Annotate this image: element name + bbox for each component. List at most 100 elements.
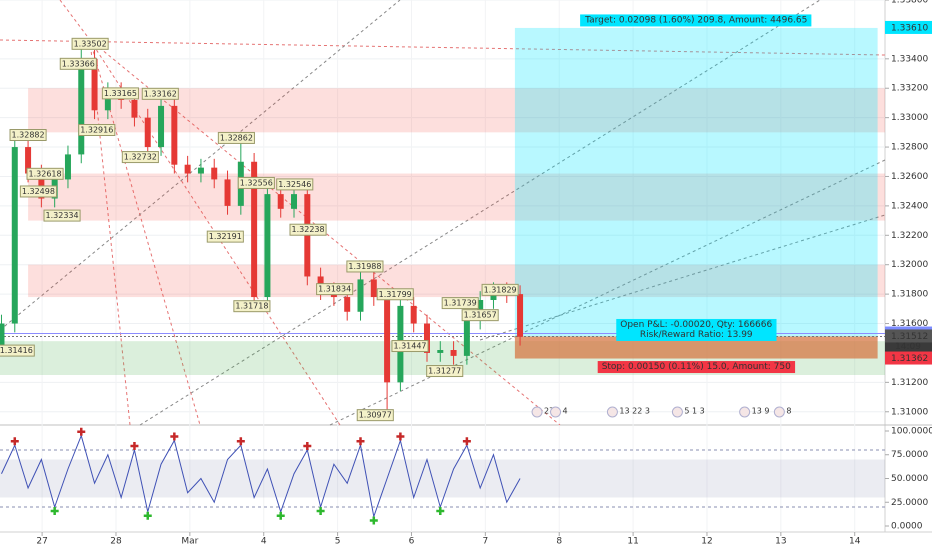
overbought-marker [236,437,245,446]
x-tick-label: 14 [849,537,861,547]
candle-body [291,194,298,209]
overbought-marker [130,441,139,450]
y-tick-label: 1.31200 [891,378,928,388]
price-annotation-box [71,37,109,50]
price-annotation: 1.33162 [144,89,177,98]
price-annotation: 1.31799 [379,290,412,299]
y-tick-label: 1.33000 [891,113,928,123]
oversold-marker [50,507,59,516]
trend-line [59,0,91,41]
event-icon [606,406,618,418]
price-annotation-box [237,176,275,189]
event-icon [531,406,543,418]
price-annotation: 1.32556 [240,178,273,187]
price-label: 1.31362 [891,354,928,364]
price-annotation-box [101,87,139,100]
candle-body [11,147,18,324]
loss-zone [514,336,878,359]
target-label-box [580,14,812,27]
trend-line [89,39,561,426]
event-label: 8 [786,407,791,416]
candle-body [0,323,5,346]
price-annotation-box [78,124,116,136]
x-tick-label: 27 [36,537,47,547]
y-tick-label: 1.32000 [891,260,928,270]
oscillator-band [0,459,885,498]
candle-body [357,279,364,312]
candle-body [78,58,85,155]
price-annotation-box [19,185,57,198]
price-annotation: 1.31829 [484,285,517,294]
price-annotation-box [441,297,479,310]
overbought-marker [10,437,19,446]
price-annotation-box [233,300,271,313]
target-label: Target: 0.02098 (1.60%) 209.8, Amount: 4… [584,15,807,25]
stop-label: Stop: 0.00150 (0.11%) 15.0, Amount: 750 [602,362,791,372]
price-annotation: 1.31988 [348,262,381,271]
x-tick-label: 5 [335,537,341,547]
oversold-marker [143,511,152,520]
x-tick-label: 4 [261,537,267,547]
candle-body [450,350,457,356]
candle-body [437,350,444,353]
stop-label-box [597,361,796,374]
event-icon [550,406,562,418]
price-annotation-box [206,230,244,243]
price-annotation: 1.32238 [292,225,325,234]
candle-body [211,167,218,180]
overbought-marker [356,437,365,446]
trend-line [329,159,886,426]
price-annotation: 1.32498 [22,187,55,196]
price-annotation: 1.31739 [444,299,477,308]
x-tick-label: 28 [110,537,122,547]
y-tick-label: 1.32600 [891,172,928,182]
price-label-box [885,329,932,343]
zone [28,264,886,298]
candle-body [64,154,71,180]
price-annotation-box [0,344,35,357]
price-annotation-box [426,365,464,378]
y-tick-label: 1.33800 [891,0,928,6]
price-annotation-box [59,57,97,70]
candle-body [25,147,32,174]
price-annotation: 1.31657 [464,311,497,320]
price-annotation: 1.31416 [0,346,33,355]
countdown: 14:09 [895,342,921,352]
price-annotation-box [391,340,429,353]
y-tick-label: 1.32800 [891,143,928,153]
price-annotation-box [9,129,47,141]
price-annotation-box [289,223,327,236]
y-tick-label: 50.0000 [891,474,928,484]
price-annotation-box [461,309,499,322]
y-tick-label: 75.0000 [891,450,928,460]
price-annotation: 1.31718 [235,302,268,311]
price-annotation: 1.32618 [29,169,62,178]
y-tick-label: 1.31600 [891,319,928,329]
candle-body [224,179,231,206]
candle-body [251,161,258,298]
price-annotation-box [376,288,414,301]
x-tick-label: Mar [181,537,198,547]
trend-line [139,0,821,426]
oversold-marker [276,511,285,520]
event-label: 13 22 3 [619,407,650,416]
price-annotation: 1.32732 [124,153,157,162]
candle-body [264,194,271,298]
profit-zone [514,27,878,337]
x-tick-label: 12 [701,537,712,547]
overbought-marker [77,427,86,436]
candle-body [410,305,417,324]
candle-body [158,105,165,148]
candle-body [104,91,111,111]
candle-body [131,100,138,118]
overbought-marker [396,432,405,441]
zone [28,173,886,221]
candle-body [423,323,430,353]
y-tick-label: 25.0000 [891,498,928,508]
event-label: 13 9 [752,407,770,416]
price-annotation: 1.32191 [209,232,242,241]
y-tick-label: 1.31000 [891,407,928,417]
x-tick-label: 8 [556,537,562,547]
price-label-box [885,351,932,365]
trend-line [479,214,886,341]
